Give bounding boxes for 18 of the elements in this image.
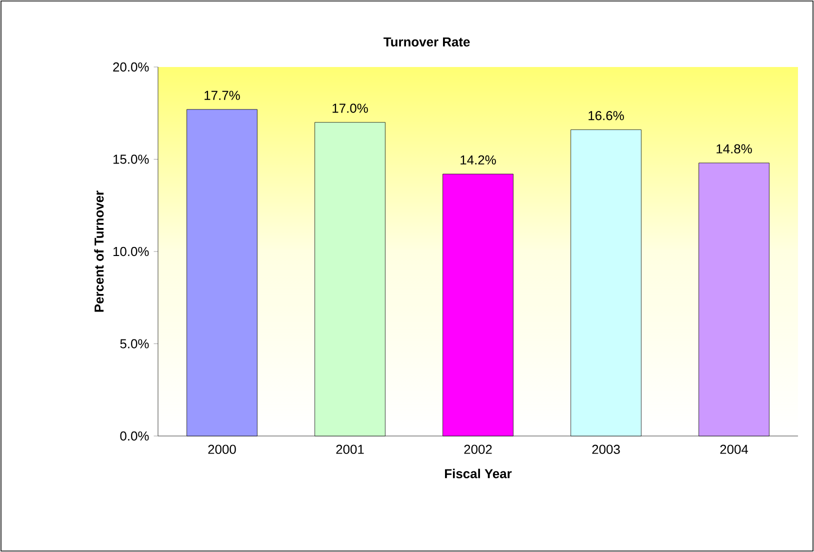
- data-label: 17.0%: [332, 104, 368, 113]
- y-tick-label: 5.0%: [120, 339, 149, 348]
- data-label: 16.6%: [588, 111, 624, 120]
- y-tick-label: 0.0%: [120, 431, 149, 441]
- x-tick-label: 2002: [464, 444, 492, 454]
- y-tick-label: 20.0%: [113, 62, 149, 72]
- y-tick-label: 10.0%: [113, 246, 149, 256]
- x-tick-label: 2000: [208, 444, 236, 454]
- chart-title: Turnover Rate: [384, 37, 470, 46]
- x-tick-label: 2003: [592, 444, 620, 454]
- y-axis-title: Percent of Turnover: [94, 190, 104, 312]
- x-tick-label: 2004: [720, 444, 748, 454]
- y-tick-label: 15.0%: [113, 154, 149, 164]
- data-label: 14.8%: [716, 144, 752, 154]
- data-label: 14.2%: [460, 155, 496, 164]
- x-axis-title: Fiscal Year: [445, 468, 512, 478]
- x-tick-label: 2001: [336, 444, 364, 454]
- data-label: 17.7%: [204, 90, 240, 100]
